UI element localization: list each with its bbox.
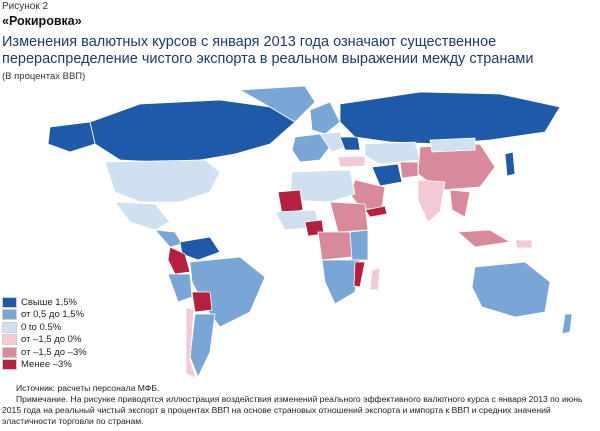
map-region-new-zealand	[561, 313, 573, 335]
figure-title: «Рокировка»	[2, 14, 82, 28]
map-region-scandinavia	[309, 101, 341, 135]
legend-item: от –1,5 до –3%	[2, 346, 87, 359]
map-region-central-america	[154, 229, 183, 248]
legend-label: от –1,5 до 0%	[21, 334, 82, 346]
map-region-mexico	[114, 201, 171, 231]
map-region-sudan-ethiopia	[329, 201, 369, 233]
map-region-east-africa	[349, 229, 369, 261]
legend-item: Менее –3%	[2, 359, 87, 372]
legend-item: от 0,5 до 1,5%	[2, 309, 87, 322]
map-region-usa	[104, 159, 221, 203]
map-region-chile	[185, 306, 197, 379]
map-region-colombia	[167, 246, 191, 275]
map-region-alaska	[47, 121, 96, 153]
world-map	[47, 85, 573, 379]
map-region-australia	[471, 261, 551, 318]
legend-label: Менее –3%	[21, 359, 72, 371]
map-region-bolivia	[191, 291, 213, 313]
legend-item: 0 to 0.5%	[2, 321, 87, 334]
footer-notes: Источник: расчеты персонала МФБ. Примеча…	[2, 383, 596, 427]
map-region-kazakhstan	[364, 141, 421, 165]
legend-swatch	[2, 321, 17, 333]
legend-swatch	[2, 296, 17, 308]
map-region-canada	[89, 99, 296, 163]
legend-label: от –1,5 до –3%	[21, 346, 87, 358]
map-region-india	[417, 179, 446, 223]
legend-swatch	[2, 359, 17, 371]
map-region-peru	[167, 273, 193, 303]
headline: Изменения валютных курсов с января 2013 …	[2, 34, 534, 67]
explanatory-note: Примечание. На рисунке приводятся иллюст…	[2, 394, 583, 426]
map-region-central-africa	[317, 231, 353, 261]
map-region-iran	[371, 163, 403, 187]
legend-label: Свыше 1,5%	[21, 296, 77, 308]
map-region-yemen	[364, 205, 388, 218]
map-region-russia	[339, 91, 561, 145]
legend-label: 0 to 0.5%	[21, 321, 62, 333]
legend-item: от –1,5 до 0%	[2, 334, 87, 347]
legend-swatch	[2, 334, 17, 346]
map-region-greenland	[238, 85, 316, 123]
map-region-indonesia	[457, 229, 512, 248]
map-region-ukraine	[339, 136, 361, 151]
map-region-mozambique	[353, 261, 366, 288]
map-region-mauritania-mali	[277, 189, 304, 215]
map-region-venezuela	[179, 236, 221, 261]
map-legend: Свыше 1,5% от 0,5 до 1,5% 0 to 0.5% от –…	[2, 296, 87, 371]
map-region-japan	[504, 151, 516, 177]
legend-item: Свыше 1,5%	[2, 296, 87, 309]
map-region-southeast-asia	[449, 189, 471, 218]
figure-label: Рисунок 2	[2, 1, 49, 12]
legend-label: от 0,5 до 1,5%	[21, 309, 85, 321]
map-region-madagascar	[369, 267, 381, 291]
map-region-afghanistan	[399, 161, 419, 179]
legend-swatch	[2, 309, 17, 321]
map-region-argentina	[189, 313, 216, 378]
map-region-mongolia	[429, 137, 476, 153]
legend-swatch	[2, 346, 17, 358]
map-region-turkey	[337, 155, 366, 168]
map-region-png	[514, 239, 533, 249]
units-note: (В процентах ВВП)	[2, 71, 86, 82]
map-region-southern-africa	[321, 259, 361, 305]
source-note: Источник: расчеты персонала МФБ.	[16, 383, 160, 393]
